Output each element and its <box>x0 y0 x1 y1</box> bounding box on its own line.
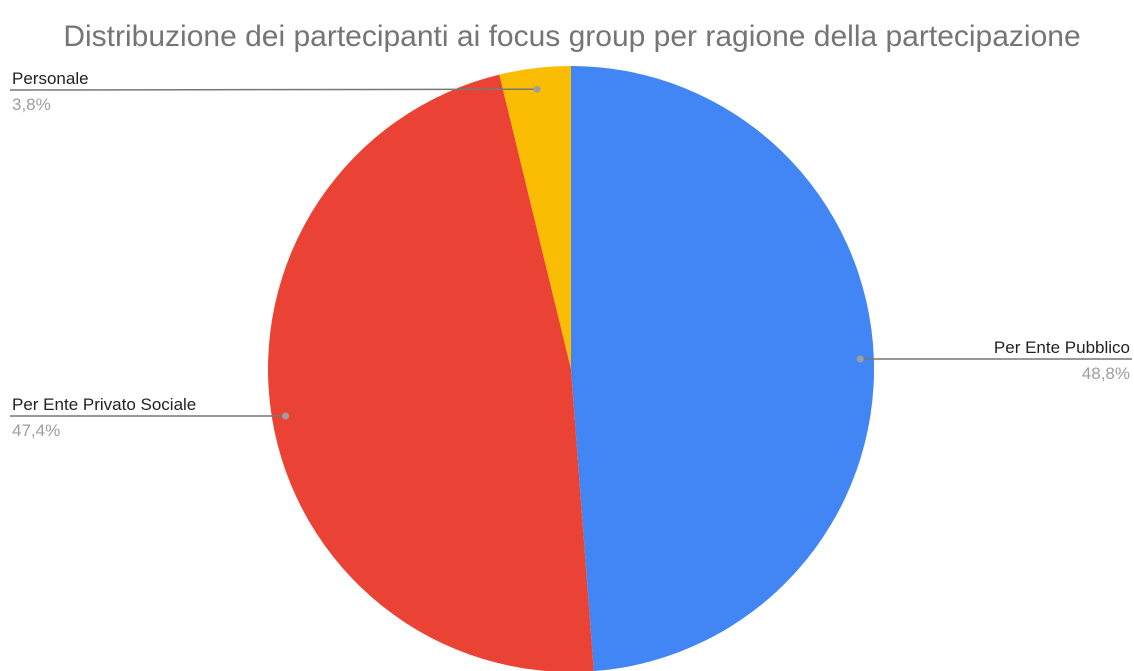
pie-slices <box>268 66 874 671</box>
leader-dot <box>281 412 289 420</box>
leader-dot <box>533 85 541 93</box>
leader-line <box>9 88 538 91</box>
pie-slice <box>571 66 874 671</box>
pie-slice <box>499 66 571 369</box>
slice-label: Per Ente Privato Sociale <box>12 395 196 414</box>
slice-label: Personale <box>12 69 89 88</box>
slice-labels: Per Ente Pubblico 48,8% Per Ente Privato S… <box>12 69 1130 440</box>
slice-value-label: 47,4% <box>12 421 60 440</box>
slice-value-label: 48,8% <box>1082 364 1130 383</box>
slice-value-label: 3,8% <box>12 95 51 114</box>
leader-dot <box>856 355 864 363</box>
slice-label: Per Ente Pubblico <box>994 338 1130 357</box>
leader-lines <box>9 85 1132 420</box>
chart-title: Distribuzione dei partecipanti ai focus … <box>63 20 1080 53</box>
pie-slice <box>268 74 594 671</box>
